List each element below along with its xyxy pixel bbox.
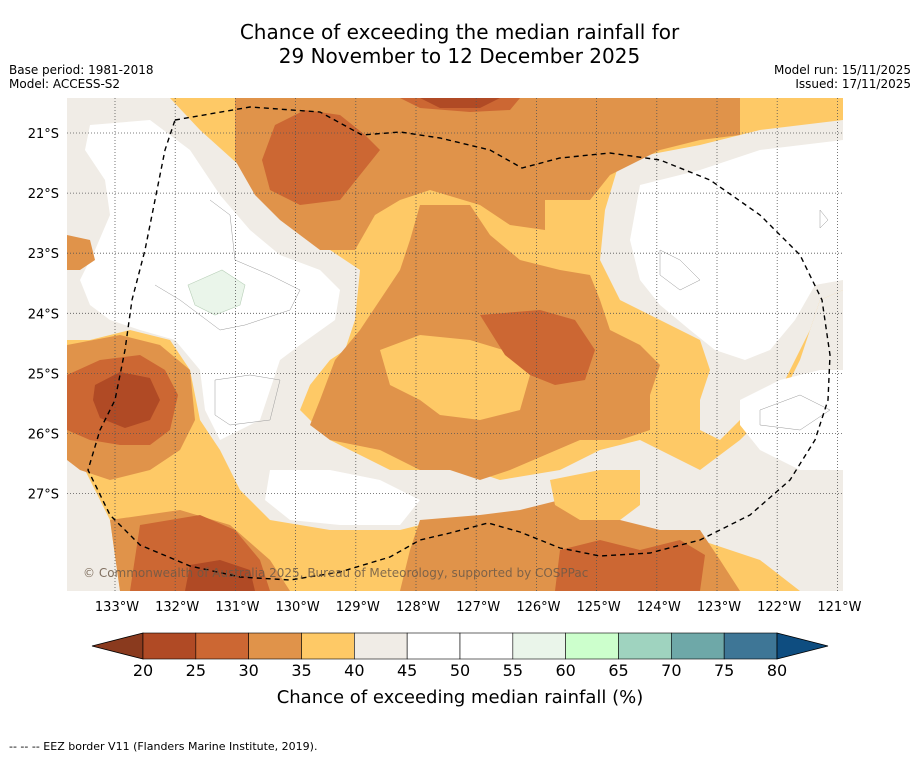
colorbar-segment — [565, 632, 619, 660]
colorbar-over-arrow — [776, 632, 829, 660]
colorbar-tick-label: 75 — [714, 661, 734, 680]
meta-left: Base period: 1981-2018 Model: ACCESS-S2 — [9, 63, 154, 91]
lat-label: 22°S — [28, 187, 59, 202]
colorbar-under-arrow — [91, 632, 144, 660]
lat-label: 27°S — [28, 488, 59, 503]
lon-label: 133°W — [95, 600, 139, 615]
band-55-60 — [187, 269, 246, 316]
colorbar-tick-label: 30 — [238, 661, 258, 680]
band-45-55-se — [740, 370, 843, 470]
lat-label: 24°S — [28, 307, 59, 322]
band-25-30-central — [480, 310, 595, 385]
map-area: © Commonwealth of Australia 2025, Bureau… — [67, 98, 843, 591]
title-line-1: Chance of exceeding the median rainfall … — [239, 20, 680, 44]
longitude-labels: 133°W 132°W 131°W 130°W 129°W 128°W 127°W 126°W… — [95, 600, 862, 615]
lon-label: 124°W — [637, 600, 681, 615]
thin-contours — [154, 199, 831, 431]
title-line-2: 29 November to 12 December 2025 — [278, 44, 641, 68]
meta-right: Model run: 15/11/2025 Issued: 17/11/2025 — [774, 63, 911, 91]
band-40-45-sw — [67, 450, 120, 591]
map-title: Chance of exceeding the median rainfall … — [0, 20, 919, 68]
colorbar-segment — [723, 632, 778, 660]
colorbar-tick-label: 80 — [767, 661, 787, 680]
colorbar-segment — [406, 632, 461, 660]
lon-label: 130°W — [276, 600, 320, 615]
lon-label: 127°W — [456, 600, 500, 615]
colorbar-tick-label: 70 — [661, 661, 681, 680]
eez-border — [87, 106, 831, 581]
band-20-25-south — [185, 560, 255, 591]
colorbar-tick-label: 35 — [291, 661, 311, 680]
model-run: Model run: 15/11/2025 — [773, 63, 911, 77]
lon-label: 129°W — [336, 600, 380, 615]
band-45-55-south — [265, 470, 420, 525]
copyright-text: © Commonwealth of Australia 2025, Bureau… — [83, 566, 588, 580]
lon-label: 131°W — [215, 600, 259, 615]
colorbar-tick-label: 25 — [186, 661, 206, 680]
band-30-35-edge — [67, 235, 95, 270]
colorbar-segment — [459, 632, 514, 660]
colorbar-segment — [512, 632, 566, 660]
band-35-40-hole-2 — [550, 470, 640, 520]
lon-label: 122°W — [757, 600, 801, 615]
eez-legend-note: -- -- -- EEZ border V11 (Flanders Marine… — [9, 740, 318, 753]
colorbar-segment — [248, 632, 302, 660]
lon-label: 123°W — [697, 600, 741, 615]
band-20-25-west — [93, 372, 160, 428]
lat-label: 21°S — [28, 127, 59, 142]
colorbar-tick-label: 20 — [133, 661, 153, 680]
lon-label: 132°W — [155, 600, 199, 615]
gridlines — [67, 98, 843, 591]
colorbar — [91, 632, 829, 660]
issued-date: Issued: 17/11/2025 — [795, 77, 911, 91]
colorbar-segment — [301, 632, 355, 660]
lon-label: 121°W — [817, 600, 861, 615]
colorbar-tick-label: 45 — [397, 661, 417, 680]
colorbar-segment — [671, 632, 725, 660]
lon-label: 128°W — [396, 600, 440, 615]
colorbar-tick-label: 40 — [344, 661, 364, 680]
lon-label: 125°W — [577, 600, 621, 615]
latitude-labels: 21°S 22°S 23°S 24°S 25°S 26°S 27°S — [28, 127, 59, 503]
band-25-30-north — [262, 110, 380, 205]
lat-label: 25°S — [28, 367, 59, 382]
lat-label: 26°S — [28, 428, 59, 443]
colorbar-segment — [618, 632, 672, 660]
band-40-45-west — [67, 98, 843, 591]
band-45-55-east — [630, 140, 843, 360]
model-name: Model: ACCESS-S2 — [9, 77, 121, 91]
colorbar-ticks: 20 25 30 35 40 45 50 55 60 65 70 75 80 — [133, 661, 787, 680]
colorbar-tick-label: 60 — [555, 661, 575, 680]
base-period: Base period: 1981-2018 — [9, 63, 154, 77]
colorbar-segment — [354, 632, 408, 660]
colorbar-tick-label: 65 — [608, 661, 628, 680]
band-20-25-top — [420, 98, 500, 108]
colorbar-tick-label: 50 — [450, 661, 470, 680]
colorbar-label: Chance of exceeding median rainfall (%) — [277, 687, 644, 708]
colorbar-segment — [142, 632, 197, 660]
colorbar-tick-label: 55 — [503, 661, 523, 680]
colorbar-segment — [195, 632, 249, 660]
band-25-30-southeast — [555, 540, 705, 591]
lat-label: 23°S — [28, 247, 59, 262]
band-35-40-hole-1 — [380, 335, 530, 420]
band-30-35-central — [310, 205, 660, 480]
lon-label: 126°W — [516, 600, 560, 615]
